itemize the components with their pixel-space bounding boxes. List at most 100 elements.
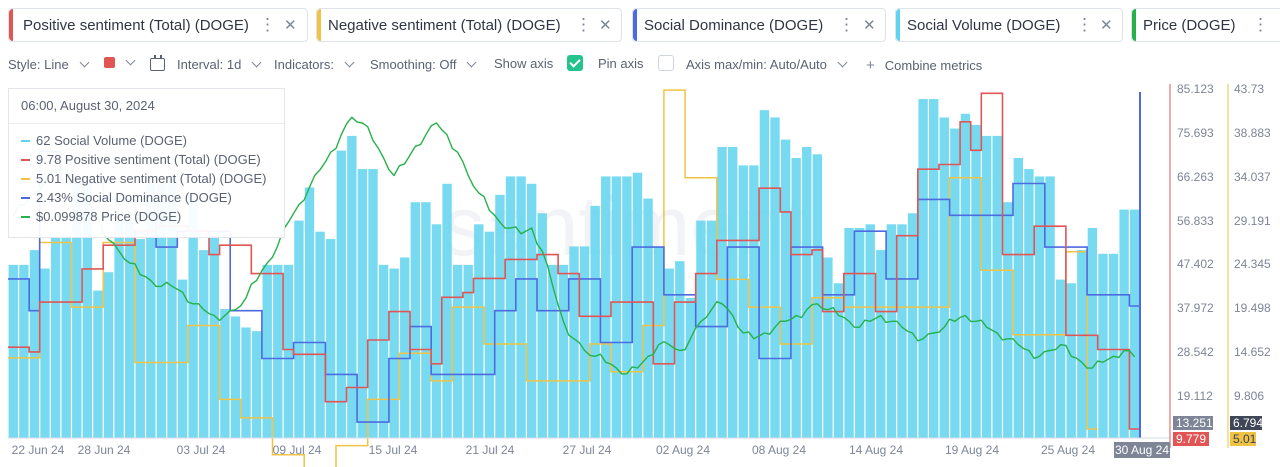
axis-maxmin-dropdown[interactable]: Axis max/min: Auto/Auto <box>686 57 848 72</box>
x-axis-tick-label: 28 Jun 24 <box>78 443 131 457</box>
yellow-axis-tick-label: 38.883 <box>1234 126 1271 140</box>
x-axis-tick-label: 25 Aug 24 <box>1041 443 1095 457</box>
close-icon[interactable]: ✕ <box>599 17 612 34</box>
social-volume-bar <box>304 187 315 438</box>
show-axis-toggle[interactable]: Show axis <box>494 55 584 71</box>
yellow-axis-tick-label: 29.191 <box>1234 214 1271 228</box>
color-picker[interactable] <box>104 55 136 68</box>
social-volume-bar <box>1130 209 1140 438</box>
chart-toolbar: Style: Line Interval: 1d Indicators: Smo… <box>0 52 1280 78</box>
social-volume-bar <box>452 264 463 438</box>
yellow-axis-latest-value-bg <box>1230 432 1256 446</box>
smoothing-dropdown[interactable]: Smoothing: Off <box>370 57 477 72</box>
tab-price[interactable]: Price (DOGE) ⋮ <box>1131 8 1280 42</box>
social-volume-bar <box>463 264 473 438</box>
social-volume-bar <box>262 264 272 438</box>
social-volume-bar <box>675 261 685 438</box>
social-volume-bar <box>854 228 865 438</box>
tab-label: Price (DOGE) <box>1143 16 1236 34</box>
social-volume-bar <box>1108 253 1119 438</box>
series-marker <box>21 158 30 161</box>
social-volume-bar <box>865 224 875 438</box>
close-icon[interactable]: ✕ <box>1100 17 1113 34</box>
tab-color-bar <box>1132 9 1136 41</box>
more-options-icon[interactable]: ⋮ <box>838 15 855 34</box>
close-icon[interactable]: ✕ <box>284 17 297 34</box>
social-volume-bar <box>526 183 537 438</box>
close-icon[interactable]: ✕ <box>863 17 876 34</box>
social-volume-bar <box>400 257 410 438</box>
social-volume-bar <box>188 198 198 438</box>
red-axis-current-value-bg <box>1173 416 1213 430</box>
tooltip-row: 62 Social Volume (DOGE) <box>21 133 187 148</box>
tab-color-bar <box>896 9 900 41</box>
tab-social-dominance[interactable]: Social Dominance (DOGE) ⋮ ✕ <box>632 8 886 42</box>
social-volume-bar <box>347 135 357 438</box>
tooltip-divider <box>9 123 284 124</box>
more-options-icon[interactable]: ⋮ <box>575 15 592 34</box>
social-volume-bar <box>601 176 611 438</box>
social-volume-bar <box>918 99 928 439</box>
indicators-dropdown[interactable]: Indicators: <box>274 57 355 72</box>
style-dropdown[interactable]: Style: Line <box>8 57 90 72</box>
social-volume-bar <box>209 235 219 438</box>
social-volume-bar <box>325 239 336 438</box>
tooltip-date: 06:00, August 30, 2024 <box>21 98 155 113</box>
chart-canvas[interactable]: santiment 85.12375.69366.26356.83347.402… <box>0 80 1280 467</box>
tooltip-row: $0.099878 Price (DOGE) <box>21 209 181 224</box>
social-volume-bar <box>802 146 812 438</box>
social-volume-bar <box>981 135 992 438</box>
social-volume-bar <box>389 268 399 438</box>
tab-social-volume[interactable]: Social Volume (DOGE) ⋮ ✕ <box>895 8 1123 42</box>
more-options-icon[interactable]: ⋮ <box>259 15 276 34</box>
yellow-axis-tick-label: 19.498 <box>1234 301 1271 315</box>
red-axis-tick-label: 66.263 <box>1177 170 1214 184</box>
social-volume-bar <box>939 117 949 438</box>
social-volume-bar <box>569 246 579 438</box>
social-volume-bar <box>336 150 346 438</box>
social-volume-bar <box>1045 176 1055 438</box>
social-volume-bar <box>632 172 643 438</box>
social-volume-bar <box>653 246 664 438</box>
social-volume-bar <box>368 169 378 438</box>
social-volume-bar <box>590 205 600 438</box>
calendar-icon <box>150 55 165 71</box>
tooltip-row-text: 2.43% Social Dominance (DOGE) <box>36 190 232 205</box>
social-volume-bar <box>1119 209 1129 438</box>
yellow-axis-latest-value: 5.01 <box>1233 432 1257 446</box>
tab-positive-sentiment[interactable]: Positive sentiment (Total) (DOGE) ⋮ ✕ <box>8 8 308 42</box>
social-volume-bar <box>8 264 18 438</box>
red-axis-tick-label: 47.402 <box>1177 257 1214 271</box>
social-volume-bar <box>146 183 156 438</box>
x-axis-tick-label: 03 Jul 24 <box>177 443 226 457</box>
series-marker <box>21 139 30 142</box>
social-volume-bar <box>1055 279 1066 438</box>
series-marker <box>21 215 30 218</box>
more-options-icon[interactable]: ⋮ <box>1076 15 1093 34</box>
yellow-axis-current-value: 6.794 <box>1233 416 1263 430</box>
tab-negative-sentiment[interactable]: Negative sentiment (Total) (DOGE) ⋮ ✕ <box>316 8 622 42</box>
more-options-icon[interactable]: ⋮ <box>1252 15 1269 34</box>
checkbox-unchecked-icon[interactable] <box>657 55 674 71</box>
x-current-date-label: 30 Aug 24 <box>1115 443 1169 457</box>
x-axis-tick-label: 02 Aug 24 <box>656 443 710 457</box>
tooltip-row: 2.43% Social Dominance (DOGE) <box>21 190 232 205</box>
social-volume-bar <box>442 183 452 438</box>
x-axis-tick-label: 27 Jul 24 <box>563 443 612 457</box>
interval-dropdown[interactable]: Interval: 1d <box>150 55 262 72</box>
pin-axis-toggle[interactable]: Pin axis <box>598 55 674 71</box>
social-volume-bar <box>40 268 50 438</box>
social-volume-bar <box>82 183 93 438</box>
social-volume-bar <box>759 110 770 439</box>
social-volume-bar <box>749 165 759 439</box>
yellow-axis-tick-label: 43.73 <box>1234 82 1264 96</box>
combine-metrics-button[interactable]: + Combine metrics <box>866 57 982 74</box>
social-volume-bar <box>19 264 29 438</box>
social-volume-bar <box>1098 253 1108 438</box>
social-volume-bar <box>812 154 823 438</box>
red-axis-tick-label: 85.123 <box>1177 82 1214 96</box>
checkbox-checked-icon[interactable] <box>567 55 584 71</box>
social-volume-bar <box>421 202 431 438</box>
social-volume-bar <box>378 264 389 438</box>
style-label: Style: Line <box>8 57 69 72</box>
